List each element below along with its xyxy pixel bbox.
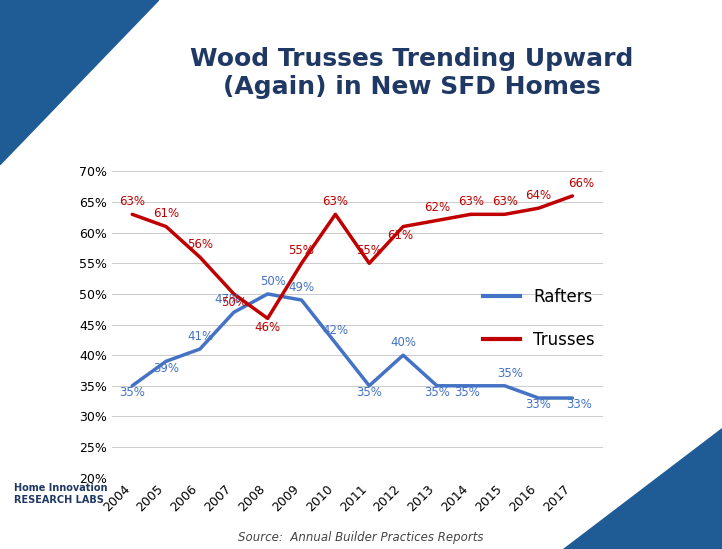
Text: 47%: 47% [214,293,240,306]
Polygon shape [563,428,722,549]
Text: 61%: 61% [387,229,413,242]
Text: Home Innovation
RESEARCH LABS: Home Innovation RESEARCH LABS [14,484,108,505]
Text: 62%: 62% [424,201,450,214]
Text: 63%: 63% [119,195,145,208]
Polygon shape [0,0,159,165]
Text: 35%: 35% [356,386,382,399]
Text: 40%: 40% [390,336,416,349]
Text: 55%: 55% [289,244,315,257]
Text: 55%: 55% [356,244,382,257]
Text: Wood Trusses Trending Upward
(Again) in New SFD Homes: Wood Trusses Trending Upward (Again) in … [190,47,633,99]
Text: 63%: 63% [458,195,484,208]
Text: 35%: 35% [119,386,145,399]
Text: 63%: 63% [323,195,349,208]
Text: 61%: 61% [153,208,179,221]
Text: 35%: 35% [454,386,480,399]
Text: 33%: 33% [566,399,592,412]
Text: 50%: 50% [221,296,247,309]
Text: Source:  Annual Builder Practices Reports: Source: Annual Builder Practices Reports [238,530,484,544]
Text: 35%: 35% [424,386,450,399]
Text: 35%: 35% [497,367,523,380]
Text: 50%: 50% [260,275,286,288]
Text: 63%: 63% [492,195,518,208]
Legend: Rafters, Trusses: Rafters, Trusses [483,288,594,349]
Text: 66%: 66% [567,177,594,190]
Text: 42%: 42% [322,324,349,337]
Text: 49%: 49% [289,281,315,294]
Text: 33%: 33% [526,399,552,412]
Text: 64%: 64% [526,189,552,202]
Text: 41%: 41% [187,330,213,343]
Text: 56%: 56% [187,238,213,251]
Text: 39%: 39% [153,362,179,375]
Text: 46%: 46% [255,321,281,334]
